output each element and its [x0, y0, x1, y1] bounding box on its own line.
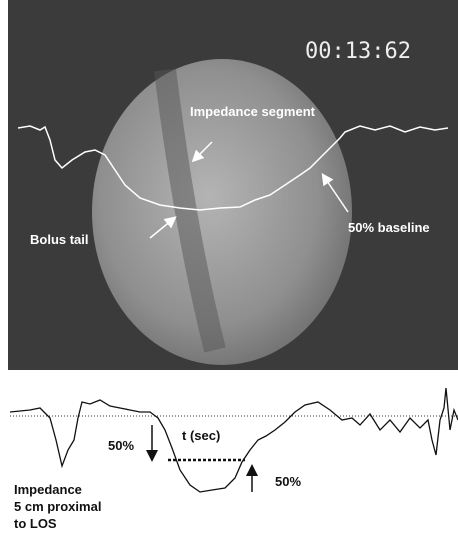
- label: t (sec): [182, 428, 220, 443]
- caption: Impedance: [14, 482, 82, 497]
- label: 50%: [275, 474, 301, 489]
- caption: 5 cm proximal: [14, 499, 101, 514]
- esophagus-shadow: [154, 68, 226, 353]
- label: Bolus tail: [30, 232, 89, 247]
- fluoroscopy-image: [92, 59, 352, 365]
- impedance-trace-overlay: [17, 125, 449, 211]
- label: 50% baseline: [348, 220, 430, 235]
- caption: to LOS: [14, 516, 57, 531]
- arrow: [191, 141, 213, 163]
- impedance-trace: [9, 387, 458, 493]
- timestamp: 00:13:62: [305, 39, 411, 64]
- label: Impedance segment: [190, 104, 316, 119]
- arrow: [149, 216, 177, 239]
- label: 50%: [108, 438, 134, 453]
- arrow: [321, 173, 349, 213]
